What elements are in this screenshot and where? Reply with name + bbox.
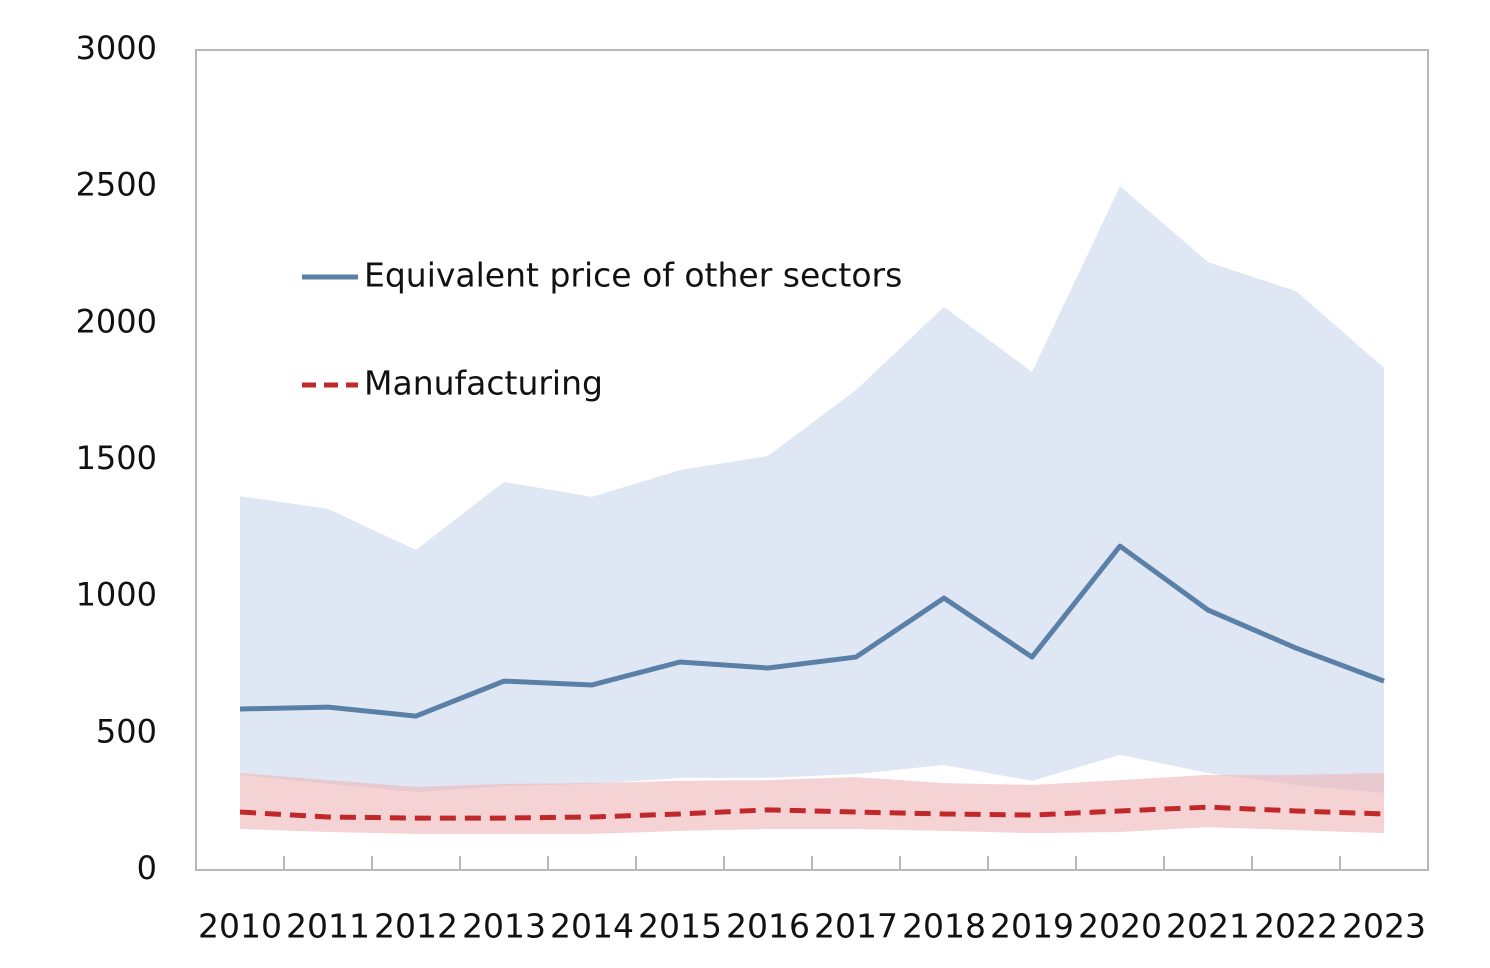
x-tick-label: 2023	[1342, 907, 1426, 946]
series-line	[239, 804, 1385, 821]
x-tick-label: 2018	[902, 907, 986, 946]
y-tick-label: 2000	[76, 302, 157, 340]
x-tick-label: 2021	[1166, 907, 1250, 946]
range-band	[240, 186, 1384, 793]
x-tick-label: 2012	[374, 907, 458, 946]
legend-label: Equivalent price of other sectors	[364, 256, 902, 295]
x-tick-label: 2015	[638, 907, 722, 946]
y-tick-label: 1500	[76, 439, 157, 477]
legend-label: Manufacturing	[364, 364, 603, 403]
x-tick-label: 2022	[1254, 907, 1338, 946]
y-tick-label: 1000	[76, 576, 157, 614]
x-tick-label: 2020	[1078, 907, 1162, 946]
x-tick-label: 2013	[462, 907, 546, 946]
y-tick-label: 500	[96, 712, 157, 750]
x-tick-label: 2014	[550, 907, 634, 946]
x-tick-label: 2017	[814, 907, 898, 946]
series-line	[239, 543, 1385, 719]
y-tick-label: 0	[137, 849, 157, 887]
x-tick-label: 2019	[990, 907, 1074, 946]
y-tick-label: 2500	[76, 166, 157, 204]
x-tick-label: 2011	[286, 907, 370, 946]
x-tick-label: 2010	[198, 907, 282, 946]
y-tick-label: 3000	[76, 29, 157, 67]
x-tick-label: 2016	[726, 907, 810, 946]
